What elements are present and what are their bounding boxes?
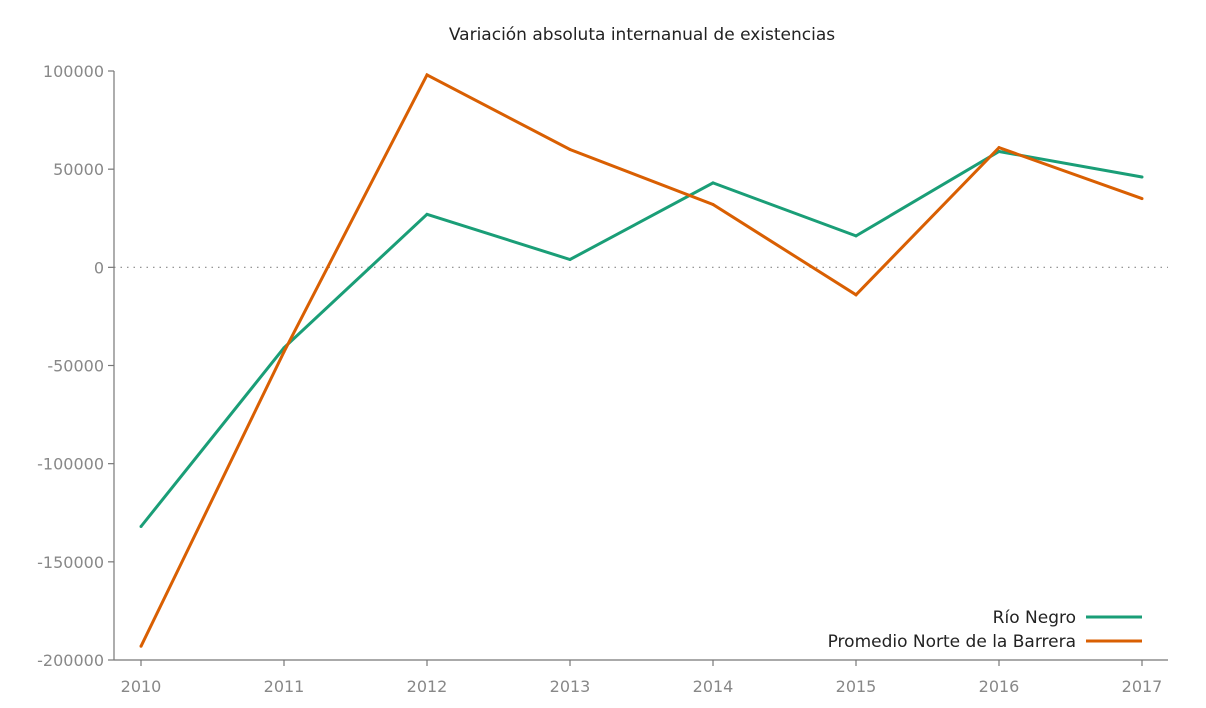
data-point [282,350,286,354]
data-point [568,257,572,261]
data-point [854,234,858,238]
data-point [854,293,858,297]
x-tick-label: 2012 [407,677,448,696]
series-group [139,72,1144,648]
data-point [139,524,143,528]
x-tick-label: 2015 [836,677,877,696]
y-tick-label: -100000 [37,455,104,474]
data-point [425,212,429,216]
legend-label: Río Negro [993,608,1076,628]
legend: Río Negro Promedio Norte de la Barrera [828,608,1142,652]
data-point [1140,197,1144,201]
x-tick-label: 2017 [1122,677,1163,696]
data-point [425,73,429,77]
chart-title: Variación absoluta internanual de existe… [449,25,835,45]
y-tick-label: 50000 [53,160,104,179]
data-point [139,644,143,648]
y-tick-label: 100000 [43,62,104,81]
data-point [568,148,572,152]
data-point [997,149,1001,153]
series-line-1 [139,149,1143,528]
y-tick-label: -150000 [37,553,104,572]
series-line-2 [139,72,1143,647]
x-tick-label: 2014 [693,677,734,696]
legend-label: Promedio Norte de la Barrera [828,632,1076,652]
data-point [1140,175,1144,179]
data-point [711,203,715,207]
data-point [711,181,715,185]
y-tick-label: -200000 [37,651,104,670]
x-tick-label: 2010 [121,677,162,696]
axes-group: 100000 50000 0 -50000 -100000 -150000 -200000 2… [37,62,1168,696]
y-tick-label: 0 [94,258,104,277]
x-tick-label: 2016 [979,677,1020,696]
x-tick-label: 2013 [550,677,591,696]
y-tick-label: -50000 [47,357,104,376]
x-tick-label: 2011 [264,677,305,696]
data-point [997,146,1001,150]
